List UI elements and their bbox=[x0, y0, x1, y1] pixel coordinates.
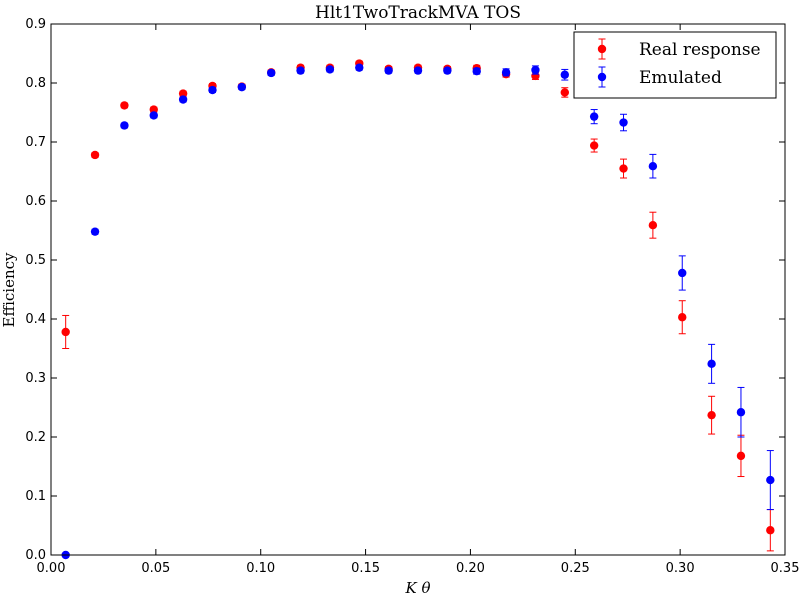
y-tick-label: 0.4 bbox=[25, 312, 46, 327]
data-point bbox=[707, 359, 716, 369]
x-axis-label: K θ bbox=[404, 579, 430, 597]
chart-title: Hlt1TwoTrackMVA TOS bbox=[315, 3, 521, 23]
y-tick-label: 0.1 bbox=[25, 489, 46, 504]
legend-marker bbox=[597, 44, 607, 54]
legend-label: Real response bbox=[639, 40, 761, 60]
data-point bbox=[237, 82, 247, 92]
data-point bbox=[648, 161, 658, 171]
x-tick-label: 0.25 bbox=[561, 561, 590, 576]
y-tick-label: 0.8 bbox=[25, 76, 46, 91]
data-point bbox=[90, 150, 100, 160]
data-point bbox=[619, 164, 628, 173]
y-tick-label: 0.6 bbox=[25, 194, 46, 209]
x-tick-label: 0.35 bbox=[771, 561, 800, 576]
data-point bbox=[178, 89, 188, 98]
data-point bbox=[619, 118, 628, 127]
data-point bbox=[443, 66, 452, 75]
data-point bbox=[208, 85, 217, 95]
data-point bbox=[678, 313, 687, 322]
data-point bbox=[325, 65, 335, 74]
series-emulated bbox=[61, 63, 775, 560]
x-tick-label: 0.15 bbox=[351, 561, 380, 576]
y-tick-label: 0.7 bbox=[25, 135, 46, 150]
plot-frame bbox=[50, 23, 786, 556]
data-point bbox=[766, 475, 775, 485]
data-point bbox=[149, 105, 158, 114]
data-point bbox=[707, 410, 716, 420]
y-tick-label: 0.9 bbox=[25, 17, 46, 32]
x-tick-label: 0.20 bbox=[456, 561, 485, 576]
plot-area bbox=[61, 59, 775, 560]
legend-box bbox=[573, 31, 777, 99]
x-tick-label: 0.05 bbox=[141, 561, 170, 576]
data-point bbox=[589, 112, 599, 121]
y-tick-label: 0.2 bbox=[25, 430, 46, 445]
data-point bbox=[766, 526, 775, 535]
legend: Real response Emulated bbox=[573, 31, 777, 99]
data-point bbox=[267, 68, 276, 78]
data-point bbox=[355, 63, 364, 72]
data-point bbox=[736, 451, 746, 461]
data-point bbox=[589, 141, 599, 150]
data-point bbox=[560, 88, 569, 97]
data-point bbox=[296, 66, 305, 75]
y-axis-label: Efficiency bbox=[0, 252, 18, 328]
data-point bbox=[531, 65, 540, 75]
data-point bbox=[472, 67, 481, 76]
legend-marker bbox=[597, 72, 607, 82]
data-point bbox=[501, 68, 511, 77]
legend-label: Emulated bbox=[639, 68, 722, 88]
y-tick-label: 0.5 bbox=[25, 253, 46, 268]
data-point bbox=[149, 111, 158, 120]
data-point bbox=[120, 101, 129, 110]
y-axis-ticks: 0.0 0.1 0.2 0.3 0.4 0.5 0.6 0.7 0.8 0.9 bbox=[25, 17, 785, 563]
x-axis-ticks: 0.00 0.05 0.10 0.15 0.20 0.25 0.30 0.35 bbox=[37, 24, 800, 576]
x-tick-label: 0.10 bbox=[246, 561, 275, 576]
x-tick-label: 0.30 bbox=[666, 561, 695, 576]
data-point bbox=[61, 327, 70, 337]
data-point bbox=[90, 227, 100, 236]
data-point bbox=[736, 408, 746, 417]
series-real-response bbox=[61, 59, 775, 552]
data-point bbox=[384, 66, 393, 75]
data-point bbox=[560, 70, 569, 79]
x-tick-label: 0.00 bbox=[37, 561, 66, 576]
data-point bbox=[178, 95, 188, 104]
y-tick-label: 0.3 bbox=[25, 371, 46, 386]
y-tick-label: 0.0 bbox=[25, 548, 46, 563]
data-point bbox=[648, 220, 658, 230]
data-point bbox=[678, 268, 687, 278]
data-point bbox=[413, 66, 423, 75]
data-point bbox=[120, 121, 129, 130]
